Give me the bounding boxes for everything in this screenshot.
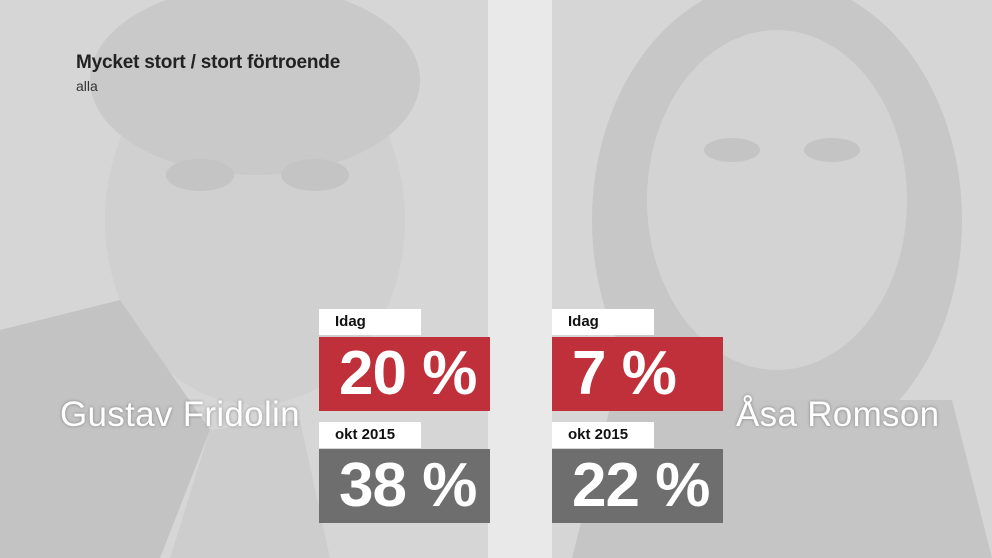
value-box-asa-okt: 22 % bbox=[552, 449, 723, 523]
value-box-gustav-idag: 20 % bbox=[319, 337, 490, 411]
person-name-asa: Åsa Romson bbox=[736, 395, 940, 434]
chart-title-block: Mycket stort / stort förtroende alla bbox=[76, 52, 340, 94]
period-label-okt-gustav: okt 2015 bbox=[319, 422, 421, 448]
person-name-gustav: Gustav Fridolin bbox=[60, 395, 300, 434]
chart-subtitle: alla bbox=[76, 78, 98, 94]
period-label-idag-asa: Idag bbox=[552, 309, 654, 335]
period-label-idag-gustav: Idag bbox=[319, 309, 421, 335]
chart-title: Mycket stort / stort förtroende bbox=[76, 52, 341, 73]
value-box-gustav-okt: 38 % bbox=[319, 449, 490, 523]
value-box-asa-idag: 7 % bbox=[552, 337, 723, 411]
portrait-asa-romson bbox=[572, 0, 992, 558]
period-label-okt-asa: okt 2015 bbox=[552, 422, 654, 448]
